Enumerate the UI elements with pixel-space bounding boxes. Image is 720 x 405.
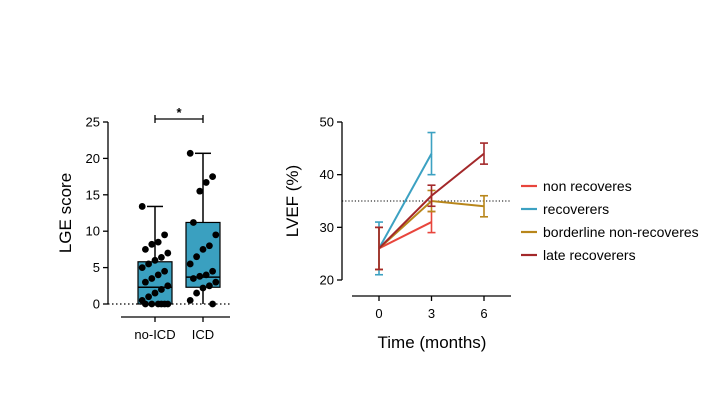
data-point [138, 203, 146, 210]
data-point [154, 271, 162, 279]
y-tick-label: 40 [320, 167, 334, 182]
data-point [209, 173, 217, 181]
data-point [164, 300, 172, 308]
data-point [142, 278, 149, 286]
data-point [206, 282, 213, 290]
data-point [148, 300, 156, 308]
y-tick-label: 0 [93, 297, 100, 312]
data-point [212, 278, 220, 286]
y-tick-label: 30 [320, 220, 334, 235]
data-point [154, 238, 162, 246]
data-point [199, 246, 207, 253]
data-point [202, 271, 210, 279]
box-plot-panel: 0 5 10 15 20 25 LGE score no-ICD ICD * [56, 105, 230, 342]
data-point [158, 254, 165, 261]
legend-label: late recoverers [543, 247, 636, 263]
data-point [186, 296, 194, 304]
y-tick-label: 50 [320, 115, 334, 130]
data-point [145, 293, 153, 301]
data-point [196, 187, 204, 195]
data-point [212, 231, 220, 239]
data-point [193, 289, 201, 297]
data-point [190, 275, 197, 282]
data-point [161, 267, 169, 275]
data-point [142, 300, 149, 308]
y-axis-title: LVEF (%) [283, 165, 302, 237]
legend-label: borderline non-recoveres [543, 224, 699, 240]
data-point [158, 300, 165, 308]
data-point [164, 249, 172, 257]
y-tick-label: 20 [86, 151, 100, 166]
data-point [142, 246, 149, 253]
data-point [209, 300, 217, 308]
y-tick-label: 15 [86, 187, 100, 202]
data-point [148, 275, 156, 282]
legend: non recoveres recoverers borderline non-re… [521, 178, 699, 263]
x-tick-label: 3 [428, 306, 435, 321]
y-tick-label: 5 [93, 260, 100, 275]
data-point [196, 272, 204, 280]
series-line [378, 221, 432, 250]
x-tick-label: no-ICD [134, 327, 175, 342]
x-tick-label: ICD [192, 327, 214, 342]
x-tick-label: 6 [480, 306, 487, 321]
series-line [378, 153, 433, 249]
legend-label: non recoveres [543, 178, 632, 194]
data-point [186, 260, 194, 268]
y-tick-label: 25 [86, 115, 100, 130]
y-axis-title: LGE score [56, 173, 75, 253]
data-point [148, 240, 156, 248]
data-point [190, 219, 197, 226]
data-point [145, 260, 153, 268]
data-point [193, 253, 201, 261]
x-tick-label: 0 [375, 306, 382, 321]
data-point [206, 242, 213, 250]
data-point [186, 149, 194, 157]
data-point [164, 282, 172, 290]
x-axis-title: Time (months) [378, 333, 487, 352]
data-point [209, 267, 217, 275]
data-point [161, 231, 169, 239]
line-chart-panel: 20 30 40 50 LVEF (%) 0 3 6 Time (months) [283, 115, 511, 352]
y-tick-label: 20 [320, 273, 334, 288]
data-point [138, 264, 146, 271]
data-point [151, 289, 159, 297]
data-point [199, 284, 207, 292]
data-point [202, 179, 210, 186]
data-point [151, 256, 159, 264]
legend-label: recoverers [543, 201, 609, 217]
significance-label: * [176, 105, 182, 120]
data-point [158, 286, 165, 293]
y-tick-label: 10 [86, 224, 100, 239]
